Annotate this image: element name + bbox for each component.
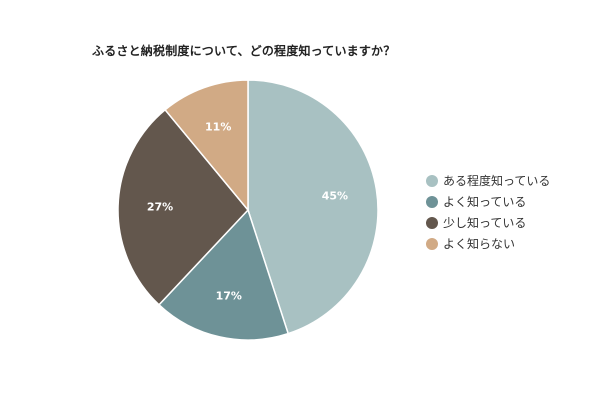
- legend-label: よく知らない: [443, 237, 516, 251]
- slice-value-label: 27%: [147, 201, 173, 214]
- legend-item[interactable]: ある程度知っている: [426, 170, 550, 191]
- legend-swatch: [426, 216, 438, 229]
- chart-title: ふるさと納税制度について、どの程度知っていますか？: [92, 44, 396, 58]
- legend-label: ある程度知っている: [443, 174, 551, 188]
- legend-swatch: [426, 237, 438, 250]
- slice-value-label: 17%: [216, 289, 242, 302]
- slice-value-label: 11%: [205, 121, 231, 134]
- pie-slice-labels: 45% 17% 27% 11%: [147, 121, 348, 303]
- legend-label: よく知っている: [443, 195, 527, 209]
- pie-slice[interactable]: [157, 208, 290, 341]
- legend-label: 少し知っている: [443, 216, 527, 230]
- legend-swatch: [426, 174, 438, 187]
- pie-slice[interactable]: [117, 108, 249, 306]
- pie-slice[interactable]: [247, 79, 379, 335]
- legend-item[interactable]: 少し知っている: [426, 212, 550, 233]
- pie-slice[interactable]: [164, 79, 249, 213]
- chart-legend: ある程度知っている よく知っている 少し知っている よく知らない: [426, 170, 550, 254]
- legend-item[interactable]: よく知っている: [426, 191, 550, 212]
- legend-swatch: [426, 195, 438, 208]
- pie-slices: [117, 79, 379, 341]
- legend-item[interactable]: よく知らない: [426, 233, 550, 254]
- slice-value-label: 45%: [322, 190, 348, 203]
